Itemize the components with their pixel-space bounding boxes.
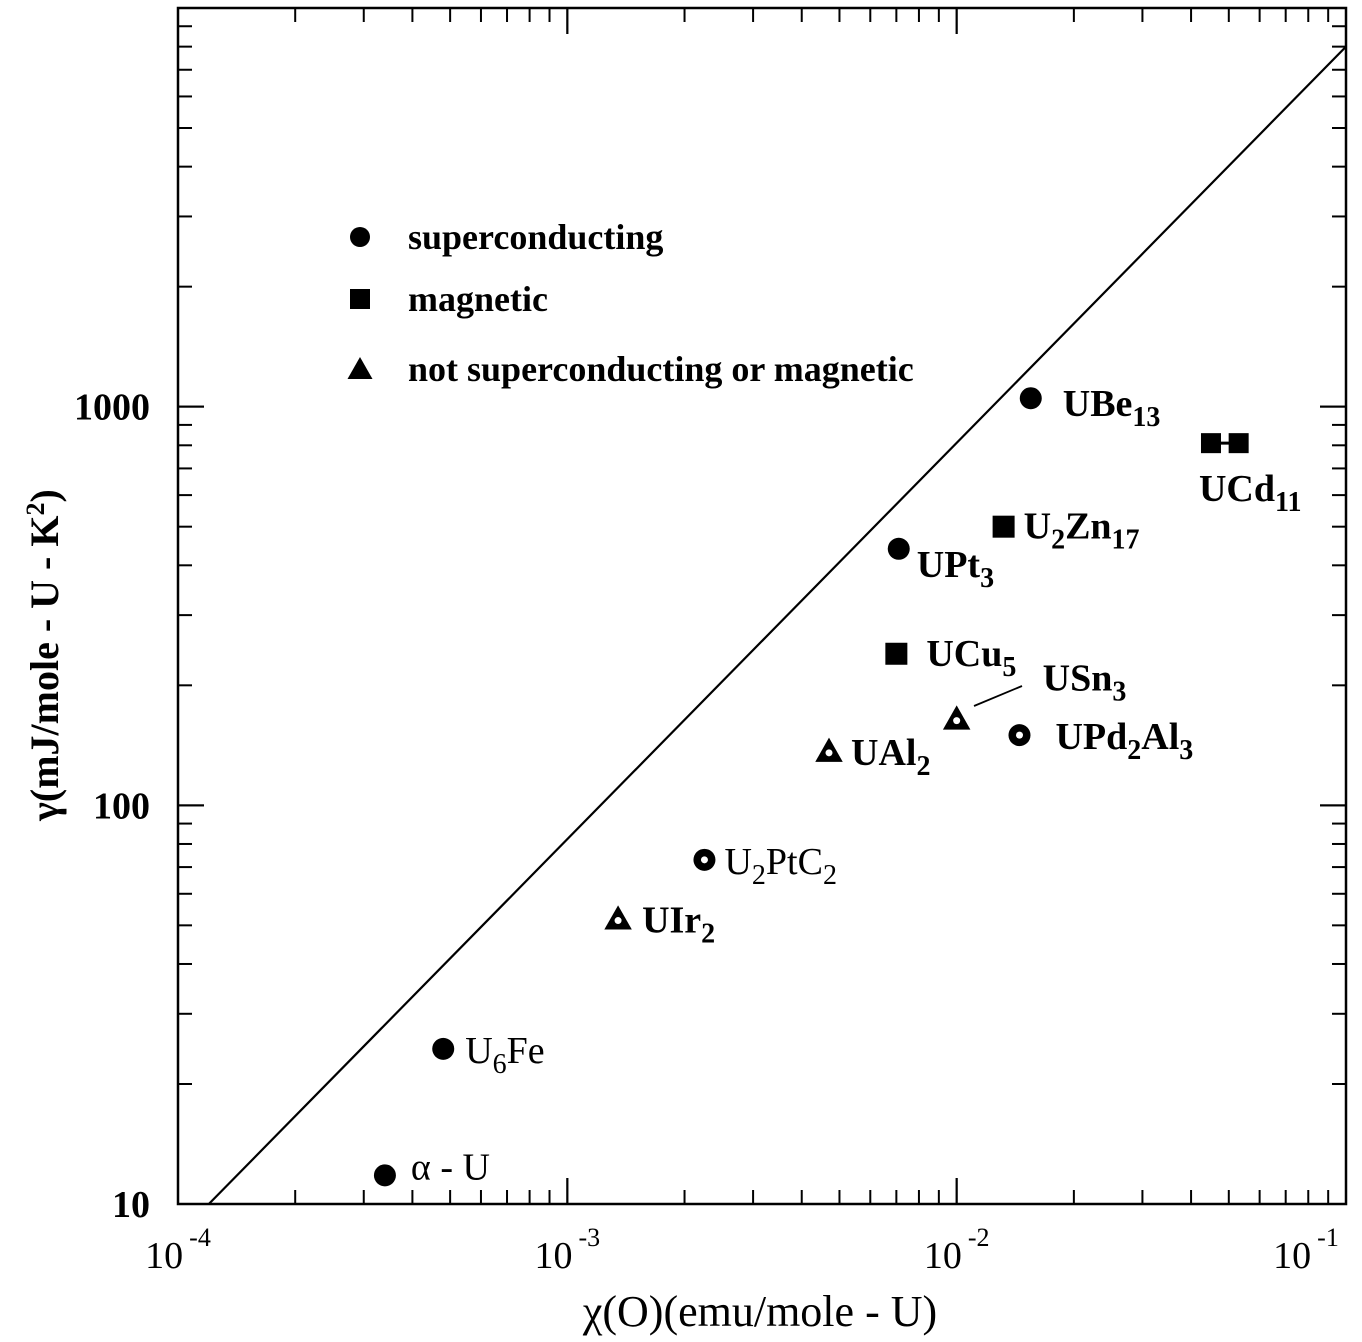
point-label-sub: 2: [1051, 525, 1065, 556]
legend-marker-circle: [350, 227, 370, 247]
point-label-sub2: 2: [823, 860, 837, 891]
point-marker: [432, 1037, 455, 1060]
x-tick-label-base: 10: [145, 1235, 183, 1277]
point-label-main: U: [465, 1030, 492, 1072]
point-label-sub: 2: [701, 919, 715, 950]
point-label-tail: Zn: [1065, 506, 1111, 548]
point-label-main: UCd: [1199, 468, 1275, 510]
point-label: U6Fe: [465, 1030, 544, 1080]
legend-marker-triangle: [347, 357, 373, 379]
point-label-sub: 2: [752, 860, 766, 891]
point-label-main: U: [724, 841, 751, 883]
point-label: USn3: [1043, 658, 1127, 708]
point-label-main: α - U: [411, 1146, 490, 1188]
point-marker: [1228, 433, 1249, 454]
y-axis-label-exponent: 2: [21, 503, 50, 516]
point-label-main: UPt: [917, 544, 981, 586]
x-tick-label: 10 -2: [924, 1223, 990, 1277]
x-tick-label: 10 -4: [145, 1223, 211, 1277]
point-label-main: UBe: [1063, 383, 1133, 425]
point-label: UCd11: [1199, 468, 1302, 518]
point-marker: [887, 537, 910, 560]
point-label-sub: 11: [1275, 487, 1301, 518]
legend-label: magnetic: [408, 279, 548, 319]
point-marker: [885, 642, 908, 665]
data-points: α - UU6FeUIr2U2PtC2UAl2USn3UCu5UPd2Al3UP…: [373, 383, 1302, 1188]
point-marker: [992, 515, 1015, 538]
legend-label: superconducting: [408, 217, 663, 257]
x-tick-label-base: 10: [1273, 1235, 1311, 1277]
point-label-main: UAl: [851, 732, 916, 774]
y-tick-label: 10: [112, 1184, 150, 1226]
point-marker-hollow: [953, 717, 961, 725]
point-label-main: USn: [1043, 658, 1113, 700]
point-marker-hollow: [825, 749, 833, 757]
x-tick-label: 10 -1: [1273, 1223, 1339, 1277]
point-label-sub: 3: [980, 563, 994, 594]
point-marker-hollow: [614, 917, 622, 925]
point-label-main: UIr: [642, 900, 701, 942]
point-label: U2Zn17: [1024, 506, 1140, 556]
point-label-sub2: 3: [1179, 735, 1193, 766]
point-label-main: U: [1024, 506, 1051, 548]
x-tick-label-exponent: -4: [189, 1223, 211, 1252]
point-label-sub: 13: [1132, 402, 1160, 433]
point-label-sub2: 17: [1112, 525, 1140, 556]
point-label-tail: Fe: [507, 1030, 545, 1072]
x-tick-label-exponent: -1: [1317, 1223, 1339, 1252]
plot-frame: [176, 6, 1348, 1206]
point-marker-hollow: [1015, 731, 1023, 739]
point-label-sub: 5: [1002, 652, 1016, 683]
point-marker: [1200, 433, 1221, 454]
point-label-main: UCu: [926, 633, 1002, 675]
point-label: UPd2Al3: [1055, 716, 1193, 766]
y-tick-label: 100: [93, 785, 150, 827]
x-tick-label-exponent: -2: [968, 1223, 990, 1252]
usn3-leader-line: [973, 685, 1023, 707]
point-label: α - U: [411, 1146, 490, 1188]
point-label-main: UPd: [1055, 716, 1127, 758]
point-label-sub: 2: [916, 751, 930, 782]
y-tick-label: 1000: [74, 387, 150, 429]
point-marker: [1019, 387, 1042, 410]
point-label-sub: 3: [1112, 677, 1126, 708]
point-marker-hollow: [700, 856, 708, 864]
legend-marker-square: [350, 289, 370, 309]
point-label-sub: 2: [1127, 735, 1141, 766]
point-label: U2PtC2: [724, 841, 837, 891]
point-marker: [373, 1164, 396, 1187]
legend: superconducting magnetic not superconducti…: [347, 217, 914, 389]
x-tick-label-exponent: -3: [578, 1223, 600, 1252]
point-label-tail: PtC: [766, 841, 823, 883]
y-axis-label: γ(mJ/mole - U - K2): [21, 489, 68, 822]
point-label-tail: Al: [1141, 716, 1179, 758]
x-axis-label: χ(O)(emu/mole - U): [582, 1287, 937, 1336]
point-label: UIr2: [642, 900, 715, 950]
point-label: UPt3: [917, 544, 994, 594]
x-tick-label: 10 -3: [534, 1223, 600, 1277]
legend-label: not superconducting or magnetic: [408, 349, 914, 389]
x-tick-label-base: 10: [924, 1235, 962, 1277]
reference-line: [208, 45, 1347, 1205]
x-tick-label-base: 10: [534, 1235, 572, 1277]
axis-ticks: [177, 7, 1347, 1205]
point-label-sub: 6: [493, 1049, 507, 1080]
point-label: UAl2: [851, 732, 930, 782]
point-label: UCu5: [926, 633, 1016, 683]
point-label: UBe13: [1063, 383, 1161, 433]
